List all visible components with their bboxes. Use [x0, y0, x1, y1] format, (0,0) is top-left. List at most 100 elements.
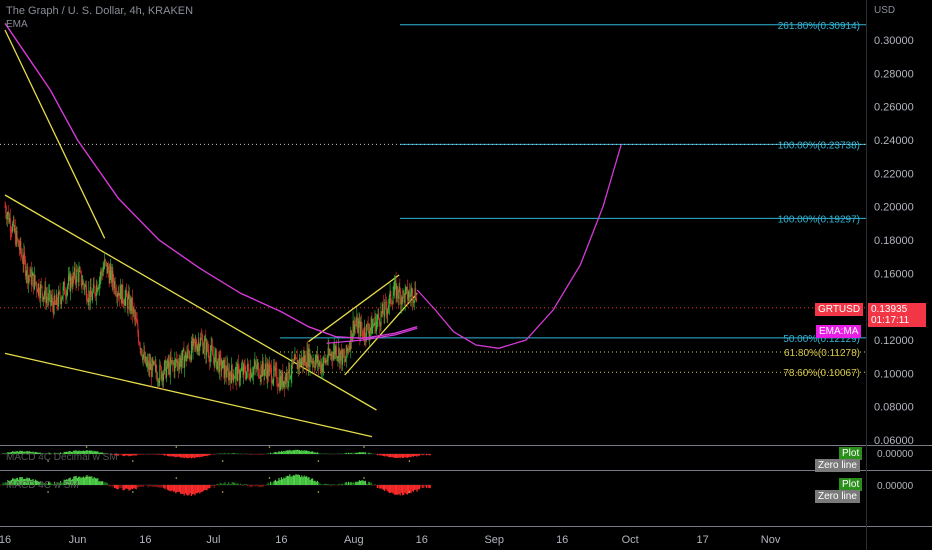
- macd-bar: [159, 454, 161, 456]
- time-tick-label: 16: [275, 534, 287, 546]
- candle-body: [153, 361, 155, 364]
- candle-body: [323, 357, 325, 366]
- macd-bar: [165, 485, 167, 488]
- macd-bar: [345, 452, 347, 454]
- trendlines[interactable]: [4, 29, 418, 438]
- macd-bar: [313, 452, 315, 454]
- macd-bar: [117, 454, 119, 456]
- candle-body: [18, 246, 20, 250]
- macd-bar: [254, 485, 256, 487]
- candle-body: [403, 293, 405, 303]
- macd-bar: [148, 485, 150, 487]
- price-tick-label: 0.20000: [874, 202, 914, 214]
- candle-body: [402, 290, 404, 303]
- macd-bar: [267, 482, 269, 485]
- macd-bar: [344, 453, 346, 454]
- candle-body: [99, 276, 101, 280]
- candle-body: [298, 361, 300, 368]
- macd-bar: [223, 453, 225, 454]
- candle-body: [15, 228, 17, 245]
- macd-bar: [48, 452, 50, 454]
- macd-bar: [124, 485, 126, 489]
- macd-bar: [92, 451, 94, 454]
- macd-bar: [294, 450, 296, 454]
- macd-bar: [219, 453, 221, 454]
- candle-body: [96, 284, 98, 292]
- macd-bar: [88, 476, 90, 485]
- macd-bar: [235, 453, 237, 454]
- candle-body: [405, 287, 407, 291]
- macd-bar: [384, 485, 386, 492]
- macd-bar: [54, 481, 56, 485]
- candle-body: [320, 364, 322, 372]
- time-axis[interactable]: 16 Jun 16 Jul 16 Aug 16 Sep 16 Oct 17 Nov: [0, 534, 781, 546]
- candle-body: [375, 316, 377, 332]
- macd-bar: [362, 452, 364, 454]
- macd-bar: [267, 452, 269, 454]
- candle-body: [332, 357, 334, 360]
- macd-bar: [262, 454, 264, 455]
- macd-bar: [417, 454, 419, 456]
- candle-body: [141, 348, 143, 356]
- macd-bar: [316, 480, 318, 485]
- macd-bar: [184, 454, 186, 458]
- macd-bar: [152, 485, 154, 487]
- fibonacci-levels[interactable]: 261.80%(0.30914) 100.00%(0.23738) 100.00%(…: [280, 21, 866, 379]
- macd-bar: [415, 454, 417, 456]
- macd-bar: [355, 452, 357, 454]
- candle-body: [75, 279, 77, 283]
- candle-body: [138, 333, 140, 343]
- candle-body: [7, 211, 9, 215]
- candle-body: [49, 290, 50, 294]
- candle-body: [141, 355, 143, 361]
- macd-bar: [136, 454, 138, 455]
- macd-bar: [112, 485, 114, 487]
- candle-body: [70, 277, 72, 291]
- macd-bar: [92, 478, 94, 485]
- candle-body: [129, 298, 131, 311]
- candle-body: [74, 267, 76, 280]
- macd-bar: [42, 482, 44, 485]
- candle-body: [305, 355, 306, 367]
- macd-bar: [315, 452, 317, 454]
- candle-body: [335, 346, 337, 354]
- macd-bar: [285, 450, 287, 454]
- candle-body: [91, 296, 93, 301]
- macd-bar: [151, 454, 153, 455]
- candle-body: [17, 238, 19, 241]
- macd-bar: [284, 478, 286, 485]
- candle-body: [247, 364, 249, 369]
- candle-body: [212, 355, 214, 358]
- macd-bar: [14, 479, 16, 485]
- candle-body: [45, 286, 47, 304]
- macd-bar: [295, 449, 297, 454]
- macd-bar: [404, 454, 406, 458]
- macd-bar: [115, 454, 117, 456]
- macd-bar: [326, 483, 328, 485]
- candle-body: [48, 293, 50, 301]
- macd-bar: [99, 452, 101, 454]
- candle-body: [174, 359, 176, 372]
- ema-legend[interactable]: EMA: [6, 19, 28, 30]
- macd-bar: [397, 485, 399, 496]
- macd-bar: [271, 482, 273, 485]
- candle-body: [128, 293, 130, 297]
- macd-signal-dot: [85, 446, 88, 448]
- candle-body: [220, 356, 222, 371]
- macd-bar: [24, 451, 26, 454]
- candle-body: [236, 367, 238, 382]
- macd-bar: [295, 474, 297, 485]
- macd-bar: [201, 454, 203, 457]
- candle-body: [397, 286, 399, 296]
- macd-bar: [338, 483, 340, 485]
- price-axis[interactable]: 0.30000 0.28000 0.26000 0.24000 0.22000 0.200…: [874, 35, 914, 447]
- macd-bar: [208, 454, 210, 456]
- candle-body: [204, 338, 206, 341]
- macd-bar: [118, 485, 120, 488]
- macd-bar: [417, 485, 419, 490]
- macd-bar: [349, 482, 351, 485]
- candle-body: [79, 270, 81, 272]
- candle-body: [257, 363, 259, 365]
- candle-body: [363, 327, 365, 338]
